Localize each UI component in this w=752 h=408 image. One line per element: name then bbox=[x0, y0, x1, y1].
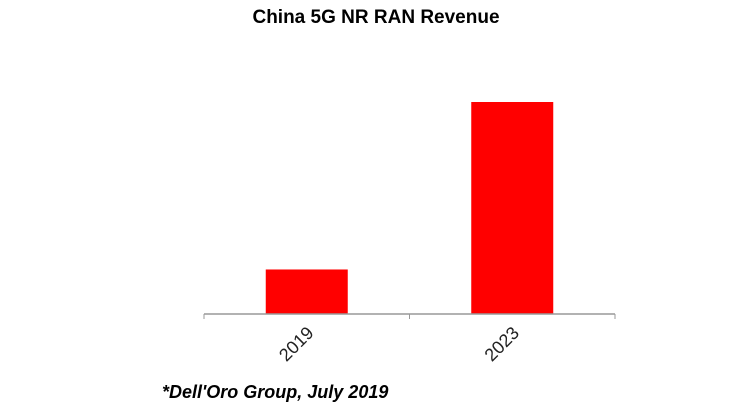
source-note: *Dell'Oro Group, July 2019 bbox=[162, 382, 389, 402]
x-tick-label: 2019 bbox=[275, 323, 317, 365]
chart-title: China 5G NR RAN Revenue bbox=[252, 7, 500, 28]
bar-2023 bbox=[471, 102, 554, 314]
x-tick-label: 2023 bbox=[481, 323, 523, 365]
bar-2019 bbox=[265, 269, 348, 314]
